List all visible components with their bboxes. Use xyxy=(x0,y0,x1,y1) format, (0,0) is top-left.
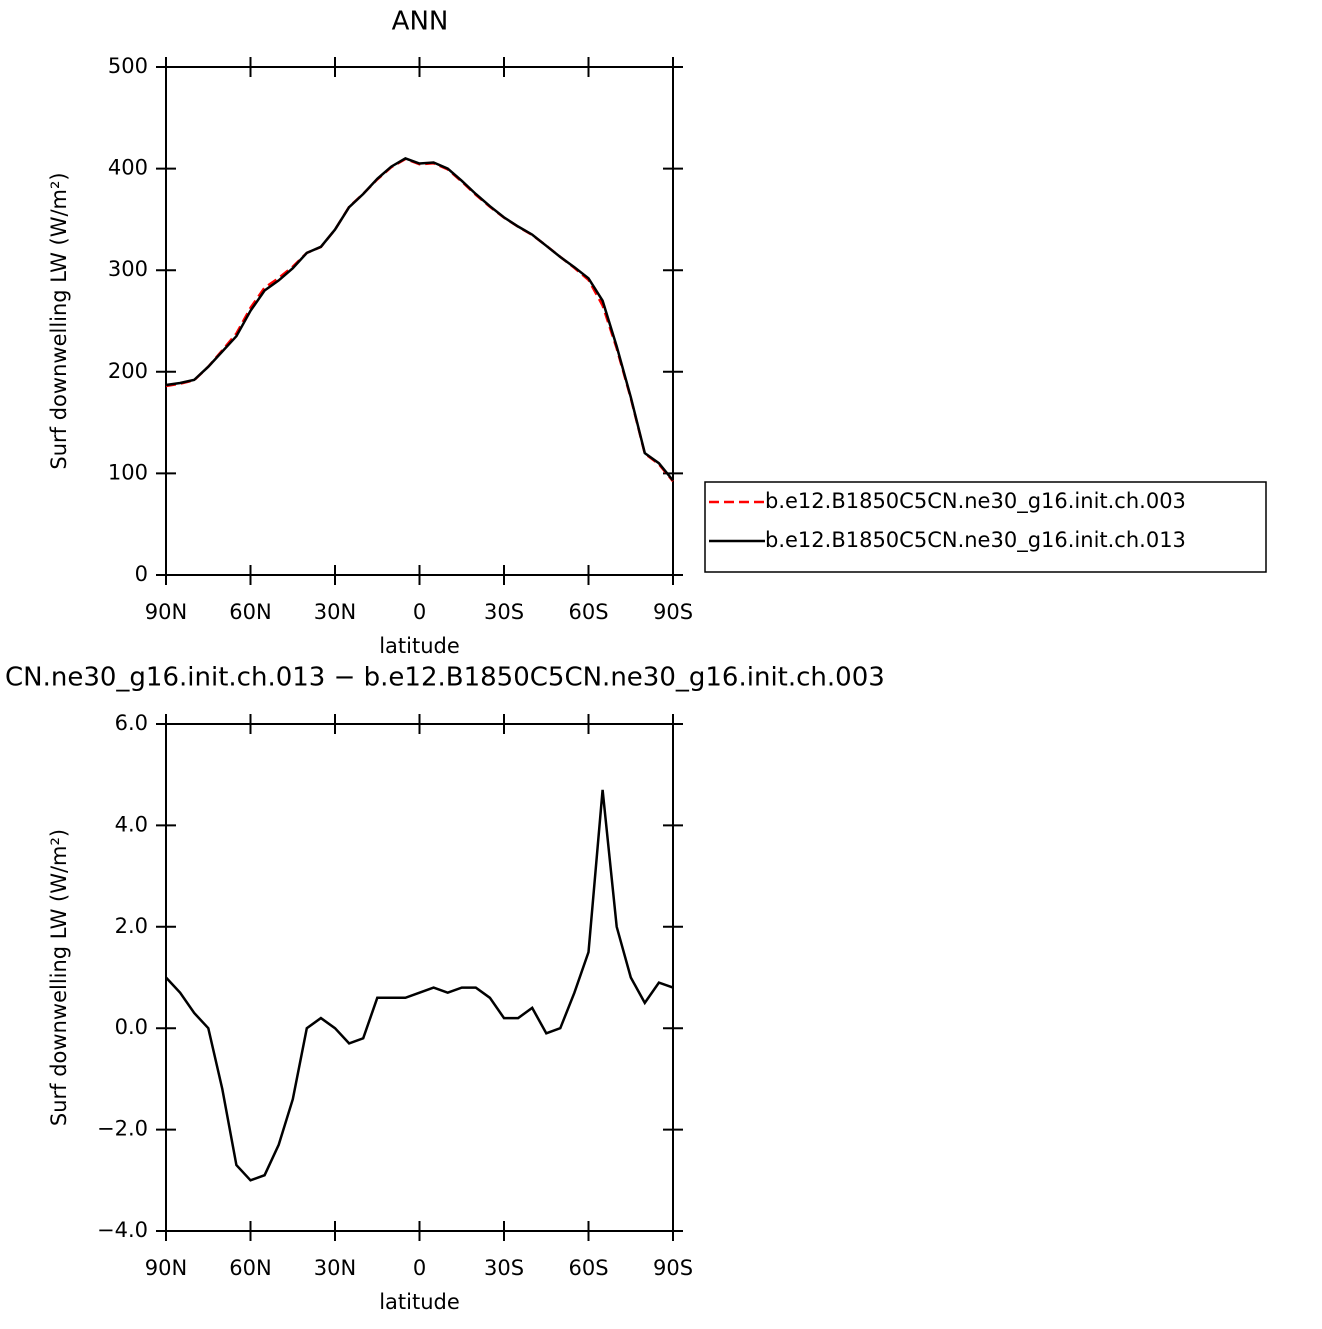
x-tick-label: 90S xyxy=(653,600,693,624)
y-tick-label: 0.0 xyxy=(115,1015,148,1039)
x-axis-label: latitude xyxy=(379,634,460,658)
x-tick-label: 0 xyxy=(413,600,426,624)
y-tick-label: −2.0 xyxy=(97,1117,148,1141)
y-tick-label: 0 xyxy=(135,562,148,586)
y-axis-label: Surf downwelling LW (W/m²) xyxy=(47,829,71,1126)
x-axis-label: latitude xyxy=(379,1290,460,1314)
x-tick-label: 60N xyxy=(229,1256,271,1280)
chart-title: ANN xyxy=(392,7,449,37)
y-tick-label: 500 xyxy=(108,54,148,78)
x-tick-label: 0 xyxy=(413,1256,426,1280)
legend-label: b.e12.B1850C5CN.ne30_g16.init.ch.013 xyxy=(765,528,1186,553)
x-tick-label: 30S xyxy=(484,1256,524,1280)
legend-label: b.e12.B1850C5CN.ne30_g16.init.ch.003 xyxy=(765,489,1186,514)
chart-title: CN.ne30_g16.init.ch.013 − b.e12.B1850C5C… xyxy=(5,663,885,693)
y-tick-label: 300 xyxy=(108,257,148,281)
legend-frame xyxy=(704,481,1267,573)
y-tick-label: 400 xyxy=(108,156,148,180)
y-tick-label: −4.0 xyxy=(97,1218,148,1242)
y-tick-label: 100 xyxy=(108,460,148,484)
x-tick-label: 60N xyxy=(229,600,271,624)
x-tick-label: 90N xyxy=(145,600,187,624)
data-line xyxy=(165,789,674,1182)
data-line xyxy=(165,157,674,482)
y-tick-label: 2.0 xyxy=(115,914,148,938)
x-tick-label: 30N xyxy=(314,600,356,624)
y-tick-label: 6.0 xyxy=(115,711,148,735)
data-line xyxy=(165,157,674,483)
x-tick-label: 60S xyxy=(568,1256,608,1280)
x-tick-label: 60S xyxy=(568,600,608,624)
y-axis-label: Surf downwelling LW (W/m²) xyxy=(47,172,71,469)
plot-frame xyxy=(165,723,674,1232)
x-tick-label: 30N xyxy=(314,1256,356,1280)
x-tick-label: 90S xyxy=(653,1256,693,1280)
x-tick-label: 90N xyxy=(145,1256,187,1280)
y-tick-label: 4.0 xyxy=(115,812,148,836)
y-tick-label: 200 xyxy=(108,359,148,383)
x-tick-label: 30S xyxy=(484,600,524,624)
